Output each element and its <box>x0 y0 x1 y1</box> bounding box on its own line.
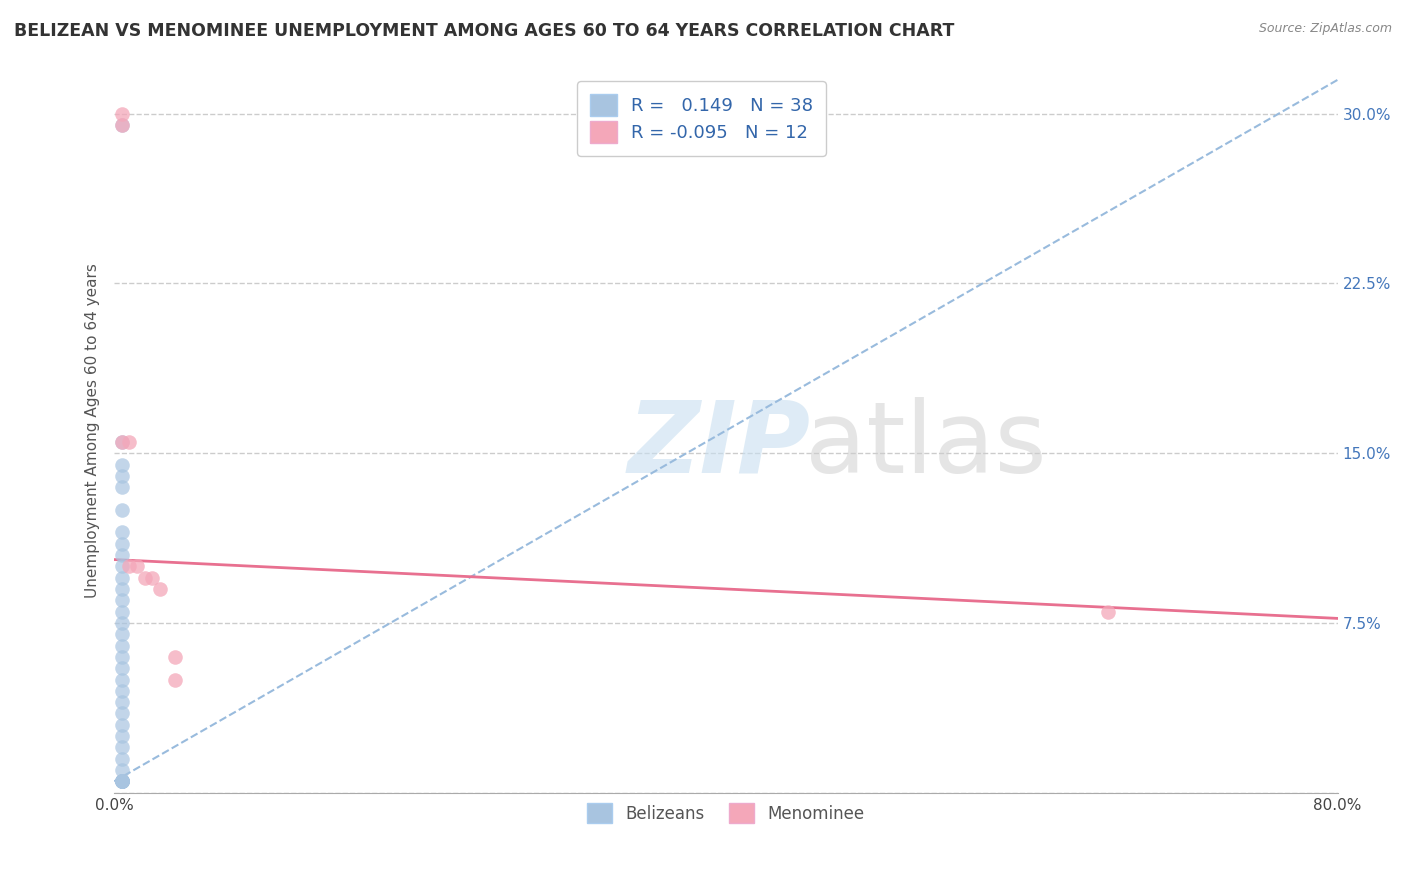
Point <box>111 774 134 789</box>
Point <box>111 683 134 698</box>
Point <box>111 774 134 789</box>
Point <box>111 503 134 517</box>
Point <box>111 774 134 789</box>
Point <box>111 740 134 755</box>
Point <box>127 559 149 574</box>
Point <box>111 582 134 596</box>
Point <box>111 593 134 607</box>
Point <box>111 639 134 653</box>
Point <box>111 107 134 121</box>
Point <box>111 729 134 743</box>
Point <box>141 571 163 585</box>
Legend: Belizeans, Menominee: Belizeans, Menominee <box>575 791 876 835</box>
Point <box>111 458 134 472</box>
Point <box>111 661 134 675</box>
Point <box>111 649 134 664</box>
Point <box>111 571 134 585</box>
Point <box>111 615 134 630</box>
Point <box>111 434 134 449</box>
Text: ZIP: ZIP <box>628 397 811 493</box>
Point <box>111 774 134 789</box>
Point <box>111 774 134 789</box>
Point <box>118 434 141 449</box>
Point <box>111 774 134 789</box>
Point <box>111 763 134 777</box>
Point <box>1097 605 1119 619</box>
Point <box>111 706 134 721</box>
Point <box>111 673 134 687</box>
Point <box>111 548 134 562</box>
Point <box>111 774 134 789</box>
Point <box>111 774 134 789</box>
Point <box>111 468 134 483</box>
Point <box>111 774 134 789</box>
Point <box>149 582 172 596</box>
Point <box>111 434 134 449</box>
Text: atlas: atlas <box>806 397 1047 493</box>
Point <box>111 774 134 789</box>
Point <box>111 752 134 766</box>
Point <box>111 480 134 494</box>
Point <box>111 695 134 709</box>
Text: BELIZEAN VS MENOMINEE UNEMPLOYMENT AMONG AGES 60 TO 64 YEARS CORRELATION CHART: BELIZEAN VS MENOMINEE UNEMPLOYMENT AMONG… <box>14 22 955 40</box>
Point <box>134 571 156 585</box>
Point <box>165 673 187 687</box>
Point <box>111 627 134 641</box>
Point <box>165 649 187 664</box>
Point <box>111 559 134 574</box>
Point <box>111 525 134 540</box>
Point <box>111 537 134 551</box>
Point <box>111 118 134 132</box>
Text: Source: ZipAtlas.com: Source: ZipAtlas.com <box>1258 22 1392 36</box>
Point <box>111 118 134 132</box>
Point <box>111 605 134 619</box>
Y-axis label: Unemployment Among Ages 60 to 64 years: Unemployment Among Ages 60 to 64 years <box>86 263 100 598</box>
Point <box>111 718 134 732</box>
Point <box>118 559 141 574</box>
